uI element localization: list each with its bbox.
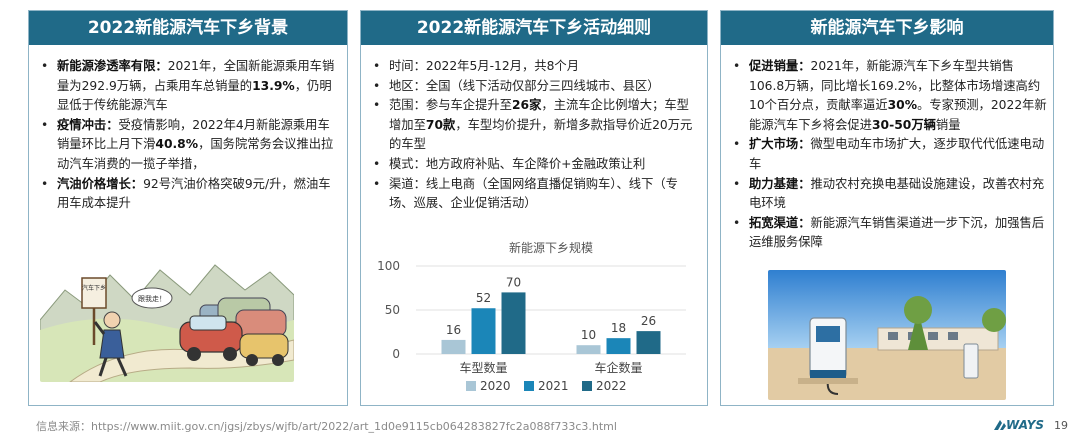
charging-station-photo — [768, 270, 1006, 400]
data-label: 10 — [581, 328, 596, 342]
item-text: ，车型均价提升，新增多款指导价近20万元的车型 — [389, 117, 693, 152]
photo-svg — [768, 270, 1006, 400]
x-tick-label: 车企数量 — [594, 360, 642, 375]
scale-chart-svg: 新能源下乡规模 0 50 100 16 52 70 车型数量 10 18 26 车企数量 2020 202… — [377, 240, 686, 393]
list-item: 拓宽渠道：新能源汽车销售渠道进一步下沉，加强售后运维服务保障 — [727, 214, 1047, 253]
legend-label: 2022 — [596, 379, 627, 393]
item-text: ，主流车企比例增大；车型增加至 — [389, 98, 689, 132]
list-item: 汽油价格增长：92号汽油价格突破9元/升，燃油车用车成本提升 — [35, 175, 339, 214]
legend-swatch — [524, 381, 534, 391]
item-highlight: 30-50万辆 — [871, 117, 936, 132]
x-tick-label: 车型数量 — [459, 360, 507, 375]
sign-board — [81, 277, 107, 309]
item-label: 助力基建： — [749, 176, 811, 191]
data-label: 16 — [446, 323, 461, 337]
item-text: ，国务院常务会议推出拉动汽车消费的一揽子举措， — [57, 137, 334, 171]
item-label: 疫情冲击： — [57, 117, 119, 132]
list-item: 范围：参与车企提升至26家，主流车企比例增大；车型增加至70款，车型均价提升，新… — [367, 96, 699, 155]
impact-list: 促进销量：2021年，新能源汽车下乡车型共销售106.8万辆，同比增长169.2… — [727, 57, 1047, 253]
data-label: 52 — [476, 291, 491, 305]
legend-swatch — [582, 381, 592, 391]
item-highlight: 30% — [887, 98, 918, 113]
ways-logo: WAYS — [994, 418, 1044, 432]
activity-rules-list: 时间：2022年5月-12月，共8个月 地区：全国（线下活动仅部分三四线城市、县… — [367, 57, 699, 214]
bar — [606, 338, 631, 354]
data-label: 18 — [611, 321, 626, 335]
item-highlight: 13.9% — [252, 78, 295, 93]
legend-label: 2020 — [480, 379, 511, 393]
item-text: 渠道：线上电商（全国网络直播促销购车）、线下（专场、巡展、企业促销活动） — [389, 176, 678, 211]
item-text: 2021年，新能源汽车下乡车型共销售106.8万辆，同比增长169.2%，比整体… — [749, 59, 1041, 113]
bar — [441, 339, 466, 354]
data-label: 70 — [506, 275, 521, 289]
item-text: 销量 — [935, 117, 961, 132]
logo-mark-icon — [994, 420, 1006, 430]
list-item: 扩大市场：微型电动车市场扩大，逐步取代代低速电动车 — [727, 135, 1047, 174]
legend-swatch — [466, 381, 476, 391]
chart-title: 新能源下乡规模 — [509, 240, 593, 255]
item-text: 。专家预测，2022年新能源汽车下乡将会促进 — [749, 98, 1047, 132]
item-text: 时间：2022年5月-12月，共8个月 — [389, 59, 579, 73]
item-text: 2021年，全国新能源乘用车销量为292.9万辆，占乘用车总销量的 — [57, 59, 335, 93]
item-highlight: 70款 — [425, 117, 456, 132]
item-label: 促进销量： — [749, 59, 811, 73]
list-item: 新能源渗透率有限：2021年，全国新能源乘用车销量为292.9万辆，占乘用车总销… — [35, 57, 339, 116]
speech-bubble — [131, 287, 173, 309]
activity-rules-panel-title: 2022新能源汽车下乡活动细则 — [361, 11, 707, 45]
list-item: 地区：全国（线下活动仅部分三四线城市、县区） — [367, 77, 699, 97]
item-label: 新能源渗透率有限： — [57, 59, 168, 73]
item-highlight: 26家 — [511, 98, 542, 113]
y-tick-label: 100 — [377, 259, 400, 273]
item-text: 模式：地方政府补贴、车企降价+金融政策让利 — [389, 156, 646, 171]
item-text: 范围：参与车企提升至 — [389, 98, 512, 113]
item-text: 新能源汽车销售渠道进一步下沉，加强售后运维服务保障 — [749, 215, 1045, 250]
item-text: ，仍明显低于传统能源汽车 — [57, 78, 332, 113]
item-label: 汽油价格增长： — [57, 176, 144, 191]
page-number: 19 — [1054, 419, 1068, 432]
list-item: 模式：地方政府补贴、车企降价+金融政策让利 — [367, 155, 699, 175]
background-panel-title: 2022新能源汽车下乡背景 — [29, 11, 347, 45]
scale-chart: 新能源下乡规模 0 50 100 16 52 70 车型数量 10 18 26 车企数量 2020 202… — [366, 238, 702, 403]
item-text: 受疫情影响，2022年4月新能源乘用车销量环比上月下滑 — [57, 117, 330, 152]
source-footnote: 信息来源：https://www.miit.gov.cn/jgsj/zbys/w… — [36, 420, 617, 433]
item-label: 扩大市场： — [749, 137, 811, 152]
item-text: 地区：全国（线下活动仅部分三四线城市、县区） — [389, 78, 660, 93]
item-text: 推动农村充换电基础设施建设，改善农村充电环境 — [749, 176, 1045, 211]
list-item: 促进销量：2021年，新能源汽车下乡车型共销售106.8万辆，同比增长169.2… — [727, 57, 1047, 135]
cars-to-countryside-illustration: 汽车下乡 跟我走！ — [40, 250, 294, 382]
item-text: 微型电动车市场扩大，逐步取代代低速电动车 — [749, 137, 1045, 171]
list-item: 助力基建：推动农村充换电基础设施建设，改善农村充电环境 — [727, 175, 1047, 214]
bar — [501, 292, 526, 354]
bar — [576, 345, 601, 354]
item-highlight: 40.8% — [155, 137, 199, 152]
y-tick-label: 50 — [385, 303, 400, 317]
bar — [471, 308, 496, 354]
list-item: 时间：2022年5月-12月，共8个月 — [367, 57, 699, 77]
logo-text: WAYS — [1006, 418, 1045, 432]
list-item: 渠道：线上电商（全国网络直播促销购车）、线下（专场、巡展、企业促销活动） — [367, 175, 699, 214]
bar — [636, 331, 661, 354]
data-label: 26 — [641, 314, 656, 328]
item-text: 92号汽油价格突破9元/升，燃油车用车成本提升 — [57, 176, 331, 211]
background-list: 新能源渗透率有限：2021年，全国新能源乘用车销量为292.9万辆，占乘用车总销… — [35, 57, 339, 214]
list-item: 疫情冲击：受疫情影响，2022年4月新能源乘用车销量环比上月下滑40.8%，国务… — [35, 116, 339, 175]
impact-panel-title: 新能源汽车下乡影响 — [721, 11, 1053, 45]
bubble-text: 跟我走！ — [138, 294, 166, 303]
y-tick-label: 0 — [392, 347, 400, 361]
legend-label: 2021 — [538, 379, 569, 393]
sign-text: 汽车下乡 — [82, 284, 106, 292]
illustration-svg: 汽车下乡 跟我走！ — [40, 264, 294, 382]
item-label: 拓宽渠道： — [749, 215, 811, 230]
